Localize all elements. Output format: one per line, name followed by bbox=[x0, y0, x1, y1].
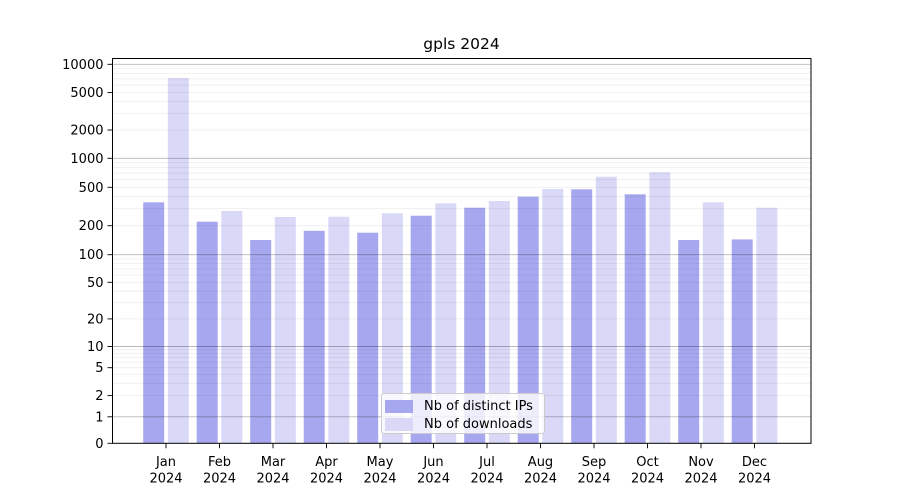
bar-may-ips bbox=[357, 232, 379, 444]
bar-nov-downloads bbox=[702, 202, 724, 444]
x-tick-label-year: 2024 bbox=[203, 472, 236, 487]
bar-may-downloads bbox=[381, 213, 403, 444]
legend: Nb of distinct IPs Nb of downloads bbox=[381, 393, 545, 434]
y-tick-label: 5 bbox=[95, 361, 103, 376]
y-tick-label: 2 bbox=[95, 389, 103, 404]
plot-border bbox=[112, 58, 812, 444]
x-tick-label-year: 2024 bbox=[684, 472, 717, 487]
bar-oct-ips bbox=[624, 194, 646, 444]
bar-aug-downloads bbox=[542, 189, 564, 444]
bar-jul-ips bbox=[464, 207, 486, 444]
bar-jan-ips bbox=[143, 202, 165, 444]
x-tick-label-month: Sep bbox=[582, 455, 607, 470]
bar-dec-downloads bbox=[756, 207, 778, 444]
bar-apr-downloads bbox=[328, 216, 350, 444]
y-tick-label: 200 bbox=[79, 219, 104, 234]
y-tick-label: 0 bbox=[95, 437, 103, 452]
y-tick-label: 10000 bbox=[62, 58, 103, 73]
chart-title: gpls 2024 bbox=[423, 35, 500, 53]
legend-label-downloads: Nb of downloads bbox=[424, 416, 533, 432]
x-tick-label-year: 2024 bbox=[470, 472, 503, 487]
x-tick-label-month: Apr bbox=[315, 455, 338, 470]
x-tick-label-year: 2024 bbox=[524, 472, 557, 487]
x-tick-label-month: Feb bbox=[208, 455, 231, 470]
x-tick-label-month: May bbox=[367, 455, 394, 470]
bar-nov-ips bbox=[678, 240, 700, 444]
bar-aug-ips bbox=[517, 196, 539, 444]
x-tick-label-month: Oct bbox=[636, 455, 658, 470]
legend-swatch-ips bbox=[385, 399, 413, 413]
y-tick-label: 5000 bbox=[70, 86, 103, 101]
x-tick-label-month: Mar bbox=[261, 455, 286, 470]
bar-apr-ips bbox=[303, 230, 325, 444]
bar-sep-downloads bbox=[595, 176, 617, 444]
y-tick-label: 10 bbox=[87, 340, 104, 355]
bar-jun-downloads bbox=[435, 203, 457, 444]
legend-item-downloads: Nb of downloads bbox=[385, 415, 544, 433]
x-tick-label-year: 2024 bbox=[256, 472, 289, 487]
bar-sep-ips bbox=[571, 189, 593, 444]
y-tick-label: 100 bbox=[79, 248, 104, 263]
legend-item-ips: Nb of distinct IPs bbox=[385, 397, 544, 415]
bar-jun-ips bbox=[410, 215, 432, 444]
bar-feb-ips bbox=[196, 221, 218, 444]
bar-oct-downloads bbox=[649, 172, 671, 444]
x-tick-label-year: 2024 bbox=[310, 472, 343, 487]
bar-dec-ips bbox=[731, 239, 753, 444]
bar-mar-ips bbox=[250, 240, 272, 444]
y-tick-label: 20 bbox=[87, 312, 104, 327]
bar-mar-downloads bbox=[274, 217, 296, 444]
y-tick-label: 2000 bbox=[70, 124, 103, 139]
x-tick-label-month: Dec bbox=[742, 455, 767, 470]
x-tick-label-year: 2024 bbox=[577, 472, 610, 487]
x-tick-label-year: 2024 bbox=[417, 472, 450, 487]
x-tick-label-month: Nov bbox=[688, 455, 714, 470]
y-tick-label: 1 bbox=[95, 410, 103, 425]
bar-jul-downloads bbox=[488, 201, 510, 444]
x-tick-label-year: 2024 bbox=[363, 472, 396, 487]
x-tick-label-month: Aug bbox=[528, 455, 553, 470]
x-tick-label-month: Jan bbox=[155, 455, 176, 470]
legend-label-ips: Nb of distinct IPs bbox=[424, 398, 533, 414]
x-tick-label-month: Jul bbox=[478, 455, 495, 470]
y-tick-label: 500 bbox=[79, 181, 104, 196]
x-tick-label-year: 2024 bbox=[738, 472, 771, 487]
bar-jan-downloads bbox=[167, 78, 189, 444]
y-tick-label: 50 bbox=[87, 276, 104, 291]
y-tick-label: 1000 bbox=[70, 152, 103, 167]
x-tick-label-month: Jun bbox=[422, 455, 443, 470]
x-tick-label-year: 2024 bbox=[631, 472, 664, 487]
x-tick-label-year: 2024 bbox=[149, 472, 182, 487]
legend-swatch-downloads bbox=[385, 417, 413, 431]
bar-feb-downloads bbox=[221, 211, 243, 444]
